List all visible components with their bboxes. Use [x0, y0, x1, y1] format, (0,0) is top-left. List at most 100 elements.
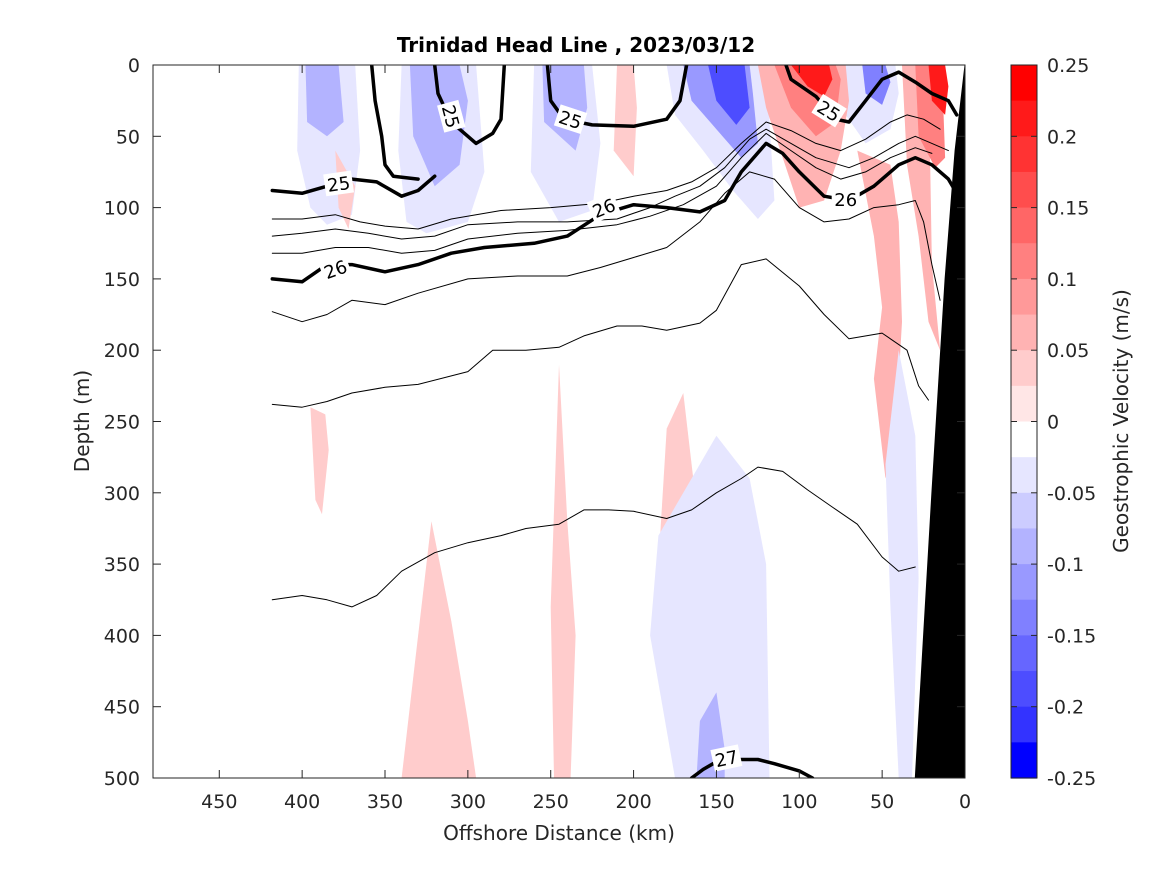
velocity-patch-1 — [305, 65, 344, 137]
colorbar — [1011, 65, 1037, 779]
y-tick-label: 350 — [104, 554, 140, 576]
isopycnal-25-4 — [784, 65, 959, 124]
y-tick-label: 300 — [104, 483, 140, 505]
contour-label-7: 27 — [710, 744, 743, 772]
isopycnal-thin-10 — [271, 258, 929, 408]
x-tick-label: 250 — [533, 791, 569, 813]
y-axis: 0 50 100 150 200 250 300 350 400 450 500 — [104, 55, 965, 790]
colorbar-segment-12 — [1011, 492, 1037, 530]
colorbar-tick-label: 0.05 — [1047, 340, 1089, 362]
y-tick-label: 450 — [104, 697, 140, 719]
contour-label-bg — [323, 170, 354, 197]
colorbar-segment-18 — [1011, 706, 1037, 743]
velocity-patch-3 — [409, 65, 468, 187]
colorbar-tick-label: -0.15 — [1047, 625, 1096, 647]
colorbar-segment-19 — [1011, 742, 1037, 779]
colorbar-tick-label: 0 — [1047, 412, 1059, 434]
y-tick-label: 150 — [104, 269, 140, 291]
y-tick-label: 500 — [104, 768, 140, 790]
velocity-patch-14 — [902, 65, 941, 351]
velocity-patch-22 — [550, 364, 576, 778]
contour-label-bg — [811, 93, 847, 128]
y-tick-label: 200 — [104, 340, 140, 362]
y-tick-label: 400 — [104, 625, 140, 647]
velocity-patch-8 — [708, 65, 750, 125]
contour-label-text: 27 — [713, 747, 740, 772]
colorbar-segment-0 — [1011, 65, 1037, 102]
contour-label-text: 25 — [326, 173, 352, 197]
isopycnal-thin-7 — [271, 128, 949, 240]
bathymetry — [914, 65, 965, 778]
isopycnal-thin-9 — [271, 171, 941, 323]
y-tick-label: 50 — [116, 126, 140, 148]
colorbar-segment-13 — [1011, 528, 1037, 565]
x-tick-label: 450 — [201, 791, 237, 813]
contour-label-0: 25 — [323, 170, 354, 197]
chart-title: Trinidad Head Line , 2023/03/12 — [397, 33, 755, 57]
x-tick-label: 150 — [698, 791, 734, 813]
seafloor-shape — [914, 65, 965, 778]
contour-label-bg — [437, 99, 466, 133]
isopycnal-thin-11 — [271, 466, 916, 608]
colorbar-tick-label: -0.2 — [1047, 697, 1084, 719]
colorbar-segment-10 — [1011, 421, 1037, 458]
isopycnal-25-0 — [270, 174, 437, 198]
contour-label-bg — [553, 104, 588, 134]
isopycnal-25-3 — [545, 65, 689, 129]
y-axis-label: Depth (m) — [70, 370, 94, 472]
x-tick-label: 100 — [781, 791, 817, 813]
contour-label-bg — [318, 253, 353, 285]
colorbar-segment-5 — [1011, 243, 1037, 280]
isopycnal-27-12 — [689, 757, 815, 778]
velocity-patch-18 — [613, 65, 637, 177]
colorbar-segment-3 — [1011, 171, 1037, 209]
contour-label-2: 25 — [553, 104, 588, 134]
colorbar-label: Geostrophic Velocity (m/s) — [1109, 289, 1133, 553]
colorbar-segment-4 — [1011, 207, 1037, 244]
colorbar-segment-17 — [1011, 671, 1037, 708]
colorbar-segment-15 — [1011, 599, 1037, 636]
colorbar-tick-label: -0.1 — [1047, 554, 1084, 576]
colorbar-segment-16 — [1011, 635, 1037, 672]
x-tick-label: 200 — [615, 791, 651, 813]
isopycnal-contours — [270, 65, 959, 778]
contour-label-bg — [710, 744, 743, 772]
velocity-patch-27 — [885, 350, 919, 778]
x-axis-label: Offshore Distance (km) — [443, 821, 675, 845]
contour-label-bg — [586, 192, 621, 224]
velocity-patch-21 — [401, 521, 477, 778]
velocity-patch-13 — [791, 65, 833, 97]
colorbar-tick-label: -0.25 — [1047, 768, 1096, 790]
colorbar-segment-1 — [1011, 100, 1037, 137]
colorbar-segment-14 — [1011, 564, 1037, 601]
isopycnal-thin-6 — [271, 114, 941, 230]
x-tick-label: 0 — [959, 791, 971, 813]
colorbar-segment-7 — [1011, 314, 1037, 351]
colorbar-tick-label: 0.1 — [1047, 269, 1077, 291]
isopycnal-25-1 — [369, 65, 420, 181]
contour-label-bg — [831, 188, 860, 210]
velocity-patch-17 — [857, 150, 902, 479]
contour-label-6: 26 — [831, 188, 860, 211]
colorbar-segment-6 — [1011, 278, 1037, 316]
isopycnal-26-5 — [270, 141, 959, 284]
x-tick-label: 400 — [284, 791, 320, 813]
colorbar-ticks: 0.25 0.2 0.15 0.1 0.05 0 -0.05 -0.1 -0.15 -0.2 -0.… — [1011, 55, 1096, 790]
y-tick-label: 250 — [104, 412, 140, 434]
colorbar-tick-label: -0.05 — [1047, 483, 1096, 505]
x-tick-label: 50 — [870, 791, 894, 813]
isopycnal-thin-8 — [271, 132, 933, 254]
colorbar-segment-2 — [1011, 136, 1037, 173]
velocity-patch-20 — [310, 407, 329, 515]
colorbar-segment-9 — [1011, 385, 1037, 423]
x-tick-label: 350 — [367, 791, 403, 813]
y-tick-label: 100 — [104, 198, 140, 220]
colorbar-tick-label: 0.25 — [1047, 55, 1089, 77]
colorbar-tick-label: 0.15 — [1047, 198, 1089, 220]
isopycnal-25-2 — [432, 65, 507, 146]
colorbar-segment-8 — [1011, 350, 1037, 387]
velocity-patch-25 — [650, 435, 770, 778]
colorbar-segment-11 — [1011, 457, 1037, 494]
